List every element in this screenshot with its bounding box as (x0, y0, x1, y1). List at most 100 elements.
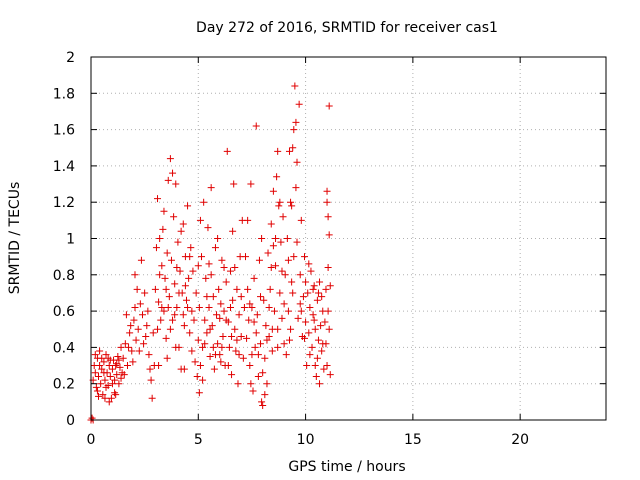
data-point-marker (222, 316, 230, 324)
data-point-marker (218, 343, 226, 351)
data-point-marker (303, 362, 311, 370)
chart-title: Day 272 of 2016, SRMTID for receiver cas… (196, 20, 498, 36)
data-point-marker (128, 347, 136, 355)
data-point-marker (239, 354, 247, 362)
x-tick-label: 5 (194, 432, 203, 448)
data-point-marker (321, 318, 329, 326)
data-point-marker (275, 202, 283, 210)
data-point-marker (195, 303, 203, 311)
data-point-marker (203, 329, 211, 337)
data-point-marker (188, 307, 196, 315)
data-point-marker (274, 343, 282, 351)
data-point-marker (169, 316, 177, 324)
data-point-marker (262, 322, 270, 330)
data-point-marker (314, 289, 322, 297)
data-point-marker (226, 303, 234, 311)
data-point-marker (157, 316, 165, 324)
data-point-marker (248, 303, 256, 311)
data-point-marker (258, 235, 266, 242)
data-point-marker (322, 285, 330, 293)
data-point-marker (276, 198, 284, 206)
data-point-marker (116, 363, 124, 371)
data-point-marker (160, 307, 168, 315)
data-point-marker (181, 282, 189, 290)
data-point-marker (155, 298, 163, 306)
data-point-marker (198, 253, 206, 261)
data-point-marker (180, 365, 188, 373)
y-tick-label: 1.4 (53, 159, 75, 175)
data-point-marker (137, 256, 145, 264)
data-point-marker (125, 343, 133, 351)
data-point-marker (215, 285, 223, 293)
data-point-marker (158, 303, 166, 311)
data-point-marker (322, 340, 330, 348)
data-point-marker (229, 296, 237, 304)
data-point-marker (254, 351, 262, 359)
data-point-marker (250, 318, 258, 326)
data-point-marker (259, 369, 267, 377)
data-point-marker (244, 285, 252, 293)
data-point-marker (290, 126, 298, 134)
data-point-marker (247, 180, 255, 188)
data-point-marker (276, 289, 284, 297)
data-point-marker (294, 314, 302, 322)
y-tick-label: 0.8 (53, 268, 75, 284)
data-point-marker (191, 358, 199, 366)
data-point-marker (113, 360, 121, 368)
data-point-marker (147, 376, 155, 384)
data-point-marker (190, 316, 198, 324)
data-point-marker (269, 242, 277, 250)
data-point-marker (326, 371, 334, 379)
data-point-marker (211, 351, 219, 359)
data-point-marker (259, 401, 267, 409)
axis-tick-labels: 00.20.40.60.811.21.41.61.820 5 10 15 20 (53, 50, 529, 448)
data-point-marker (141, 289, 149, 297)
data-point-marker (158, 262, 166, 270)
data-point-marker (268, 347, 276, 355)
data-point-marker (97, 380, 105, 388)
data-point-marker (179, 311, 187, 319)
data-point-marker (91, 351, 99, 359)
data-point-marker (111, 389, 119, 397)
data-point-marker (172, 343, 180, 351)
data-point-marker (99, 391, 107, 399)
x-tick-label: 20 (511, 432, 529, 448)
data-point-marker (305, 329, 313, 337)
data-point-marker (164, 303, 172, 311)
data-point-marker (318, 293, 326, 301)
data-point-marker (112, 362, 120, 370)
data-point-marker (143, 322, 151, 330)
data-point-marker (324, 264, 332, 272)
data-point-marker (173, 303, 181, 311)
y-tick-label: 0.6 (53, 304, 75, 320)
data-point-marker (129, 358, 137, 366)
data-point-marker (201, 340, 209, 348)
data-point-marker (186, 253, 194, 261)
data-point-marker (246, 362, 254, 370)
data-point-marker (272, 262, 280, 270)
data-point-marker (278, 267, 286, 275)
data-point-marker (166, 325, 174, 333)
data-point-marker (253, 311, 261, 319)
data-point-marker (214, 235, 222, 242)
data-point-marker (261, 354, 269, 362)
data-point-marker (120, 371, 128, 379)
data-point-marker (293, 158, 301, 166)
data-point-marker (172, 180, 180, 188)
data-point-marker (285, 147, 293, 155)
data-point-marker (156, 235, 164, 242)
data-point-marker (192, 289, 200, 297)
data-point-marker (117, 374, 125, 382)
data-point-marker (92, 383, 100, 391)
data-point-marker (207, 271, 215, 279)
data-point-marker (254, 372, 262, 380)
y-tick-label: 0.2 (53, 377, 75, 393)
data-point-marker (133, 285, 141, 293)
data-point-marker (217, 358, 225, 366)
data-point-marker (289, 289, 297, 297)
data-point-marker (222, 278, 230, 286)
data-point-marker (171, 311, 179, 319)
data-point-marker (226, 267, 234, 275)
data-point-marker (102, 351, 110, 359)
